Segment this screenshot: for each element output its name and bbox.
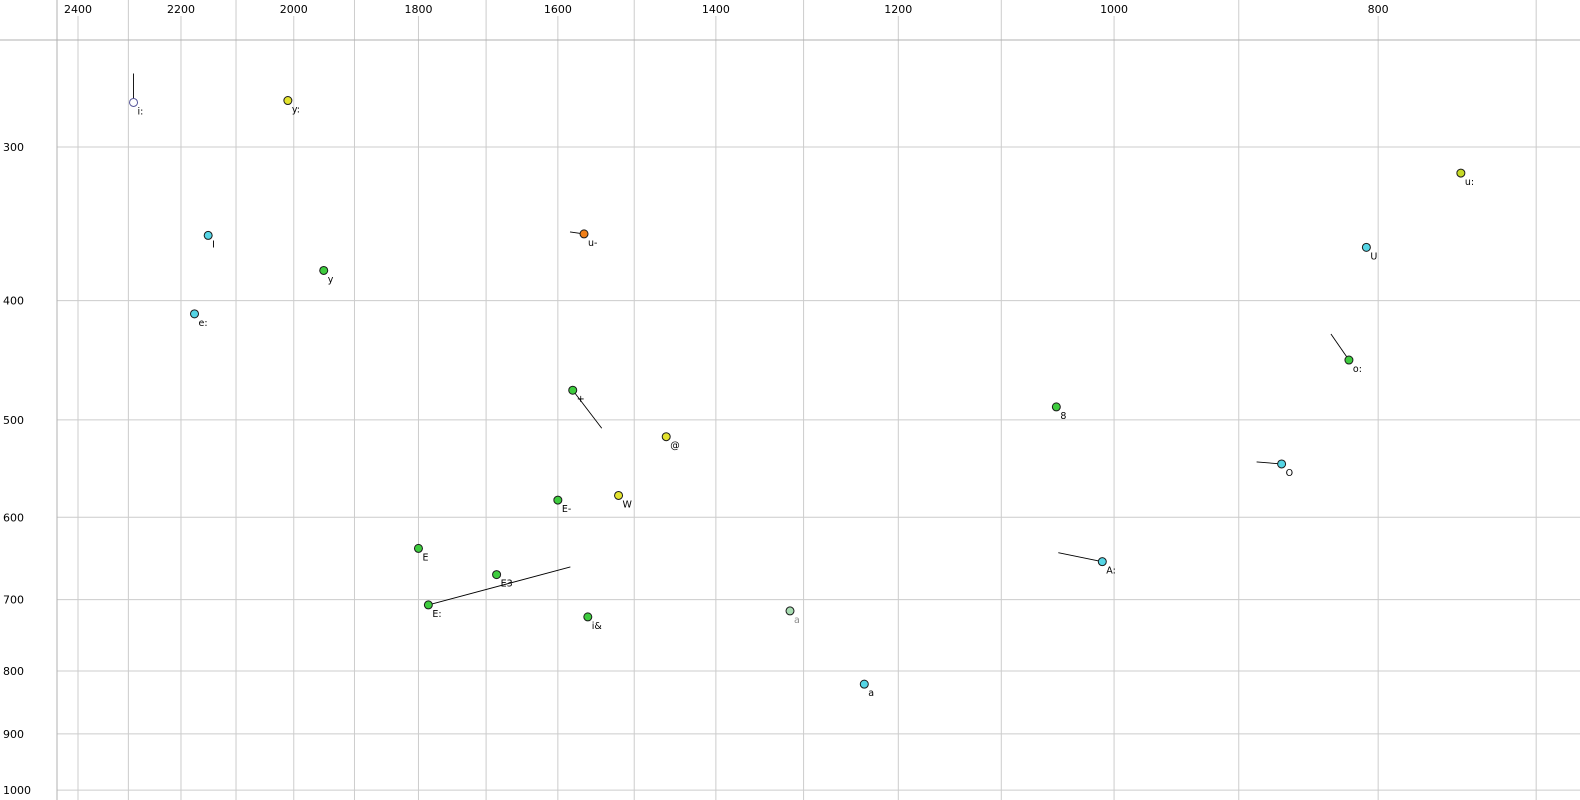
trajectory-line <box>428 566 571 606</box>
data-point[interactable] <box>319 265 329 275</box>
point-label: i: <box>138 106 144 117</box>
point-label: u: <box>1465 177 1474 188</box>
x-tick-label-backing <box>60 0 96 16</box>
data-point[interactable] <box>1344 355 1354 365</box>
data-point[interactable] <box>203 230 213 240</box>
data-point[interactable] <box>859 679 869 689</box>
x-tick-label-backing <box>162 0 199 16</box>
data-point[interactable] <box>1361 242 1371 252</box>
y-tick-label: 1000 <box>3 784 31 797</box>
point-label: + <box>577 394 585 405</box>
y-tick-label: 500 <box>3 414 24 427</box>
x-tick-label-backing <box>697 0 734 16</box>
x-tick-label-backing <box>400 0 437 16</box>
data-point[interactable] <box>1051 402 1061 412</box>
point-label: a <box>794 615 800 626</box>
point-label: @ <box>670 441 680 452</box>
trajectory-line <box>1058 552 1103 563</box>
x-tick-label: 1200 <box>884 3 912 16</box>
x-tick-label: 2200 <box>167 3 195 16</box>
y-tick-label: 400 <box>3 295 24 308</box>
data-point[interactable] <box>1277 459 1287 469</box>
x-tick-label: 2400 <box>64 3 92 16</box>
point-label: O <box>1286 468 1293 479</box>
data-point[interactable] <box>568 385 578 395</box>
point-label: u- <box>588 238 597 249</box>
data-point[interactable] <box>189 309 199 319</box>
y-tick-label: 600 <box>3 511 24 524</box>
x-tick-label: 1800 <box>404 3 432 16</box>
point-label: 8 <box>1060 411 1066 422</box>
point-label: a <box>868 688 874 699</box>
x-tick-label: 2000 <box>280 3 308 16</box>
point-label: E- <box>562 504 571 515</box>
x-tick-label: 1600 <box>544 3 572 16</box>
data-point[interactable] <box>553 495 563 505</box>
x-tick-label: 800 <box>1368 3 1389 16</box>
trajectory-line <box>572 389 603 429</box>
x-tick-label-backing <box>539 0 576 16</box>
y-tick-label: 900 <box>3 728 24 741</box>
point-label: E <box>422 552 428 563</box>
point-label: A: <box>1106 566 1116 577</box>
data-point[interactable] <box>785 606 795 616</box>
data-point[interactable] <box>661 432 671 442</box>
data-point[interactable] <box>583 612 593 622</box>
point-label: E: <box>432 609 441 620</box>
point-label: U <box>1370 251 1377 262</box>
point-label: y <box>328 274 334 285</box>
x-tick-label-backing <box>1096 0 1133 16</box>
point-label: W <box>623 499 633 510</box>
data-point[interactable] <box>1456 168 1466 178</box>
x-tick-label-backing <box>1360 0 1397 16</box>
data-point[interactable] <box>283 96 293 106</box>
point-label: e: <box>198 318 207 329</box>
data-point[interactable] <box>129 97 139 107</box>
point-label: y: <box>292 105 300 116</box>
x-tick-label: 1000 <box>1100 3 1128 16</box>
y-tick-label: 700 <box>3 594 24 607</box>
y-tick-label: 800 <box>3 665 24 678</box>
x-tick-label-backing <box>275 0 312 16</box>
y-tick-label: 300 <box>3 141 24 154</box>
data-point[interactable] <box>579 229 589 239</box>
trajectory-line <box>1330 333 1350 361</box>
data-point[interactable] <box>423 600 433 610</box>
data-point[interactable] <box>413 543 423 553</box>
data-point[interactable] <box>1097 557 1107 567</box>
x-tick-label-backing <box>880 0 917 16</box>
x-tick-label: 1400 <box>702 3 730 16</box>
data-point[interactable] <box>614 490 624 500</box>
point-label: o: <box>1353 364 1362 375</box>
point-label: I <box>212 239 215 250</box>
data-point[interactable] <box>492 570 502 580</box>
point-label: i& <box>592 621 603 632</box>
